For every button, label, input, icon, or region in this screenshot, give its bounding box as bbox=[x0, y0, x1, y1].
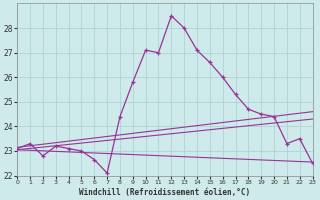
X-axis label: Windchill (Refroidissement éolien,°C): Windchill (Refroidissement éolien,°C) bbox=[79, 188, 251, 197]
